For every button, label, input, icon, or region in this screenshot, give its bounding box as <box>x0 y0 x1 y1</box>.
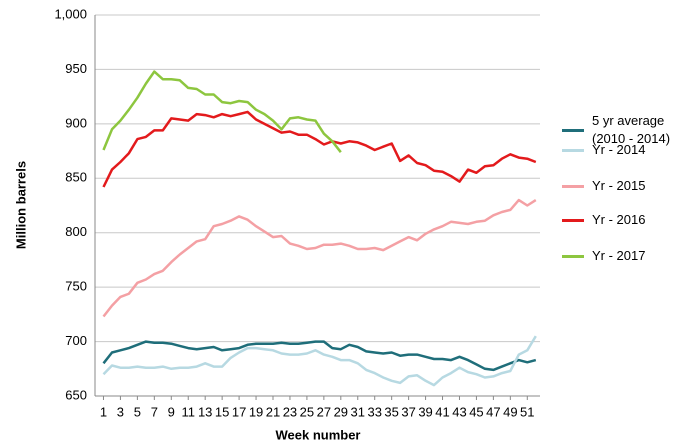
legend-item: 5 yr average (2010 - 2014) <box>562 112 680 148</box>
x-tick-label: 19 <box>249 404 263 419</box>
x-tick-label: 9 <box>168 404 175 419</box>
x-tick-label: 23 <box>283 404 297 419</box>
legend-item: Yr - 2015 <box>562 177 680 195</box>
legend-swatch <box>562 218 584 222</box>
x-tick-label: 43 <box>452 404 466 419</box>
x-tick-label: 45 <box>469 404 483 419</box>
y-tick-label: 900 <box>65 115 87 130</box>
legend-label: Yr - 2016 <box>592 212 646 227</box>
legend-label: Yr - 2017 <box>592 248 646 263</box>
series-line <box>102 198 537 318</box>
x-tick-label: 21 <box>266 404 280 419</box>
x-tick-label: 49 <box>503 404 517 419</box>
legend-label: Yr - 2015 <box>592 178 646 193</box>
series-line <box>102 335 537 387</box>
x-tick-label: 15 <box>215 404 229 419</box>
x-tick-label: 33 <box>367 404 381 419</box>
x-tick-label: 29 <box>334 404 348 419</box>
x-tick-label: 41 <box>435 404 449 419</box>
legend-swatch <box>562 184 584 188</box>
legend-swatch <box>562 148 584 152</box>
x-tick-label: 17 <box>232 404 246 419</box>
y-tick-label: 700 <box>65 333 87 348</box>
x-tick-label: 47 <box>486 404 500 419</box>
y-tick-label: 750 <box>65 279 87 294</box>
x-tick-label: 39 <box>418 404 432 419</box>
y-tick-label: 650 <box>65 387 87 402</box>
series-line <box>102 70 342 153</box>
legend-label: Yr - 2014 <box>592 142 646 157</box>
y-axis-label: Million barrels <box>13 161 28 249</box>
x-tick-label: 13 <box>198 404 212 419</box>
legend-item: Yr - 2014 <box>562 141 680 159</box>
x-tick-label: 11 <box>181 404 195 419</box>
x-tick-label: 25 <box>300 404 314 419</box>
x-axis-label: Week number <box>275 427 360 442</box>
legend-item: Yr - 2016 <box>562 211 680 229</box>
x-tick-label: 37 <box>401 404 415 419</box>
legend-label: 5 yr average (2010 - 2014) <box>592 113 671 146</box>
series-line <box>102 340 537 372</box>
legend-swatch <box>562 254 584 258</box>
y-tick-label: 800 <box>65 224 87 239</box>
legend-swatch <box>562 128 584 132</box>
x-tick-label: 35 <box>384 404 398 419</box>
x-tick-label: 3 <box>117 404 124 419</box>
x-tick-label: 51 <box>520 404 534 419</box>
y-tick-label: 950 <box>65 61 87 76</box>
x-tick-label: 31 <box>351 404 365 419</box>
y-tick-label: 1,000 <box>54 6 87 21</box>
x-tick-label: 5 <box>134 404 141 419</box>
x-tick-label: 1 <box>100 404 107 419</box>
y-tick-label: 850 <box>65 170 87 185</box>
x-tick-label: 27 <box>317 404 331 419</box>
series-line <box>102 110 537 188</box>
x-tick-label: 7 <box>151 404 158 419</box>
legend-item: Yr - 2017 <box>562 247 680 265</box>
